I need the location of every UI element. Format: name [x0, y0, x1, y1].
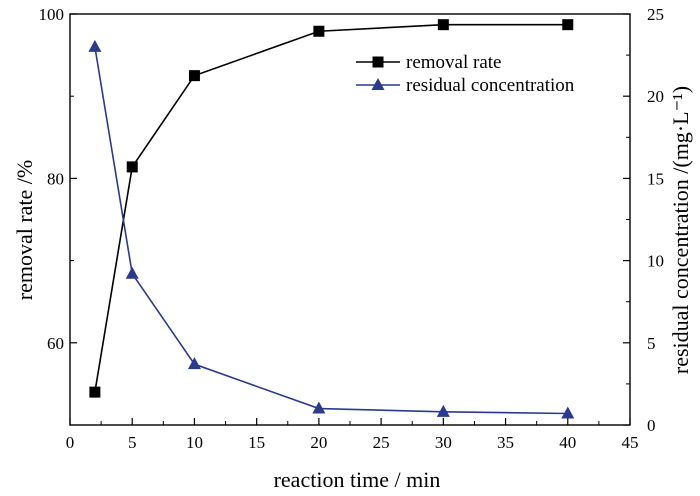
- removal-rate-point: [188, 70, 200, 82]
- series: [88, 19, 575, 419]
- y-right-tick-label: 20: [647, 87, 664, 106]
- x-tick-label: 35: [497, 433, 514, 452]
- removal-rate-point: [562, 19, 574, 31]
- legend-removal-rate-label: removal rate: [406, 52, 501, 73]
- legend-removal-rate-marker: [372, 56, 384, 68]
- residual-concentration-line: [94, 46, 568, 415]
- y-right-tick-label: 15: [647, 169, 664, 188]
- y-left-tick-label: 80: [47, 169, 64, 188]
- removal-rate-point: [89, 386, 101, 398]
- y-right-tick-label: 0: [647, 416, 656, 435]
- residual-concentration-point: [88, 39, 102, 52]
- y-left-tick-label: 100: [39, 5, 65, 24]
- x-tick-label: 45: [622, 433, 639, 452]
- ticks: 0 5 10 15 20 25 30 35 40 45 60 80 100 0 5 10 15 20 25: [39, 5, 665, 452]
- x-tick-label: 20: [310, 433, 327, 452]
- residual-concentration-point: [436, 404, 450, 417]
- x-axis-title: reaction time / min: [274, 467, 441, 492]
- x-tick-label: 15: [248, 433, 265, 452]
- left-axis-title: removal rate /%: [12, 160, 37, 301]
- removal-rate-point: [126, 161, 138, 173]
- removal-rate-point: [437, 19, 449, 31]
- x-tick-label: 0: [66, 433, 75, 452]
- residual-concentration-point: [312, 401, 326, 414]
- legend-residual-concentration-label: residual concentration: [406, 75, 575, 96]
- residual-concentration-point: [187, 357, 201, 370]
- removal-rate-line: [94, 23, 568, 393]
- x-tick-label: 10: [186, 433, 203, 452]
- x-tick-label: 25: [373, 433, 390, 452]
- residual-concentration-point: [125, 266, 139, 279]
- x-tick-label: 30: [435, 433, 452, 452]
- y-right-tick-label: 10: [647, 252, 664, 271]
- removal-rate-point: [313, 25, 325, 37]
- legend-residual-concentration-marker: [371, 78, 385, 90]
- residual-concentration-point: [561, 406, 575, 419]
- y-right-tick-label: 5: [647, 334, 656, 353]
- x-tick-label: 5: [128, 433, 137, 452]
- y-left-tick-label: 60: [47, 334, 64, 353]
- right-axis-title: residual concentration /(mg·L⁻¹): [668, 86, 693, 374]
- x-tick-label: 40: [559, 433, 576, 452]
- y-right-tick-label: 25: [647, 5, 664, 24]
